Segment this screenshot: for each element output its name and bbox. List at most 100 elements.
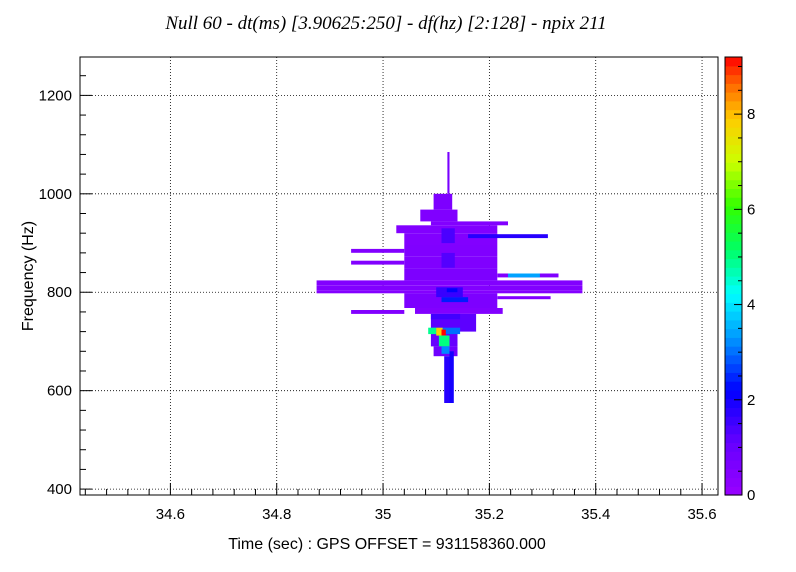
colorbar-band: [725, 424, 742, 435]
colorbar-band: [725, 372, 742, 382]
heatmap-cell: [441, 252, 455, 268]
colorbar-band: [725, 232, 742, 242]
heatmap-cell: [508, 273, 540, 278]
colorbar-band: [725, 249, 742, 260]
x-tick-label: 35.4: [581, 506, 610, 523]
colorbar-band: [725, 162, 742, 172]
x-tick-label: 35.6: [687, 506, 716, 523]
colorbar-band: [725, 477, 742, 487]
heatmap-cell: [351, 248, 405, 253]
colorbar-band: [725, 319, 742, 330]
y-tick-label: 1200: [39, 87, 72, 104]
heatmap-cells: [316, 152, 583, 403]
colorbar-band: [725, 302, 742, 312]
colorbar-band: [725, 416, 742, 426]
colorbar-band: [725, 57, 742, 67]
colorbar: 0 2 4 6 8: [724, 56, 755, 504]
colorbar-band: [725, 118, 742, 128]
colorbar-band: [725, 240, 742, 251]
heatmap-cell: [415, 308, 503, 314]
colorbar-band: [725, 170, 742, 181]
x-tick-label: 34.8: [262, 506, 291, 523]
colorbar-band: [725, 311, 742, 321]
colorbar-band: [725, 100, 742, 111]
y-tick-label: 600: [47, 383, 72, 400]
heatmap-cell: [404, 268, 498, 281]
plot-background: [80, 57, 718, 495]
x-axis-tick-labels: 34.6 34.8 35 35.2 35.4 35.6: [156, 506, 717, 523]
colorbar-ticks: 0 2 4 6 8: [734, 66, 755, 504]
colorbar-band: [725, 109, 742, 119]
colorbar-band: [725, 144, 742, 154]
heatmap-cell: [449, 351, 454, 403]
colorbar-band: [725, 267, 742, 277]
colorbar-band: [725, 398, 742, 408]
colorbar-band: [725, 337, 742, 347]
x-tick-label: 35: [375, 506, 392, 523]
x-tick-label: 35.2: [475, 506, 504, 523]
heatmap-cell: [351, 310, 405, 314]
y-tick-label: 800: [47, 284, 72, 301]
heatmap-cell: [420, 209, 458, 222]
heatmap-cell: [441, 228, 455, 244]
y-axis-tick-labels: 400 600 800 1000 1200: [39, 87, 72, 498]
heatmap-cell: [436, 327, 443, 336]
colorbar-band: [725, 276, 742, 286]
colorbar-band: [725, 346, 742, 356]
colorbar-band: [725, 135, 742, 146]
axis-ticks: [80, 75, 703, 495]
x-tick-label: 34.6: [156, 506, 185, 523]
colorbar-frame: [724, 56, 743, 496]
heatmap-cell: [441, 297, 469, 303]
heatmap-cell: [497, 296, 551, 300]
y-tick-label: 1000: [39, 186, 72, 203]
colorbar-band: [725, 153, 742, 163]
colorbar-band: [725, 127, 742, 137]
heatmap-cell: [428, 327, 437, 335]
colorbar-band: [725, 442, 742, 452]
heatmap-cell: [404, 245, 498, 257]
heatmap-cell: [430, 221, 508, 226]
heatmap-cell: [351, 260, 405, 265]
heatmap-cell: [441, 346, 450, 354]
colorbar-band: [725, 188, 742, 198]
colorbar-band: [725, 258, 742, 268]
colorbar-band: [725, 363, 742, 373]
heatmap-cell: [438, 335, 450, 347]
colorbar-band: [725, 214, 742, 225]
colorbar-band: [725, 459, 742, 470]
colorbar-band: [725, 381, 742, 391]
colorbar-gradient: [725, 57, 742, 496]
colorbar-band: [725, 65, 742, 76]
colorbar-band: [725, 328, 742, 338]
colorbar-band: [725, 389, 742, 400]
colorbar-tick-label: 4: [747, 297, 755, 314]
colorbar-band: [725, 92, 742, 102]
colorbar-band: [725, 451, 742, 461]
heatmap-cell: [441, 329, 446, 336]
plot-frame: [79, 56, 719, 496]
chart-title: Null 60 - dt(ms) [3.90625:250] - df(hz) …: [164, 13, 606, 34]
colorbar-band: [725, 433, 742, 444]
colorbar-band: [725, 468, 742, 479]
heatmap-cell: [447, 152, 450, 194]
heatmap-cell: [446, 288, 458, 293]
colorbar-tick-label: 8: [747, 106, 755, 123]
heatmap-cell: [316, 280, 583, 286]
colorbar-tick-label: 6: [747, 201, 755, 218]
colorbar-band: [725, 407, 742, 417]
colorbar-tick-label: 0: [747, 487, 755, 504]
y-tick-label: 400: [47, 481, 72, 498]
colorbar-band: [725, 205, 742, 216]
colorbar-band: [725, 197, 742, 207]
heatmap-cell: [433, 193, 453, 210]
colorbar-band: [725, 74, 742, 84]
colorbar-band: [725, 354, 742, 365]
heatmap-cell: [430, 313, 461, 320]
colorbar-band: [725, 486, 742, 496]
heatmap-cell: [444, 356, 453, 403]
plot-area: [79, 56, 719, 496]
colorbar-band: [725, 293, 742, 303]
x-axis-title: Time (sec) : GPS OFFSET = 931158360.000: [228, 536, 546, 553]
